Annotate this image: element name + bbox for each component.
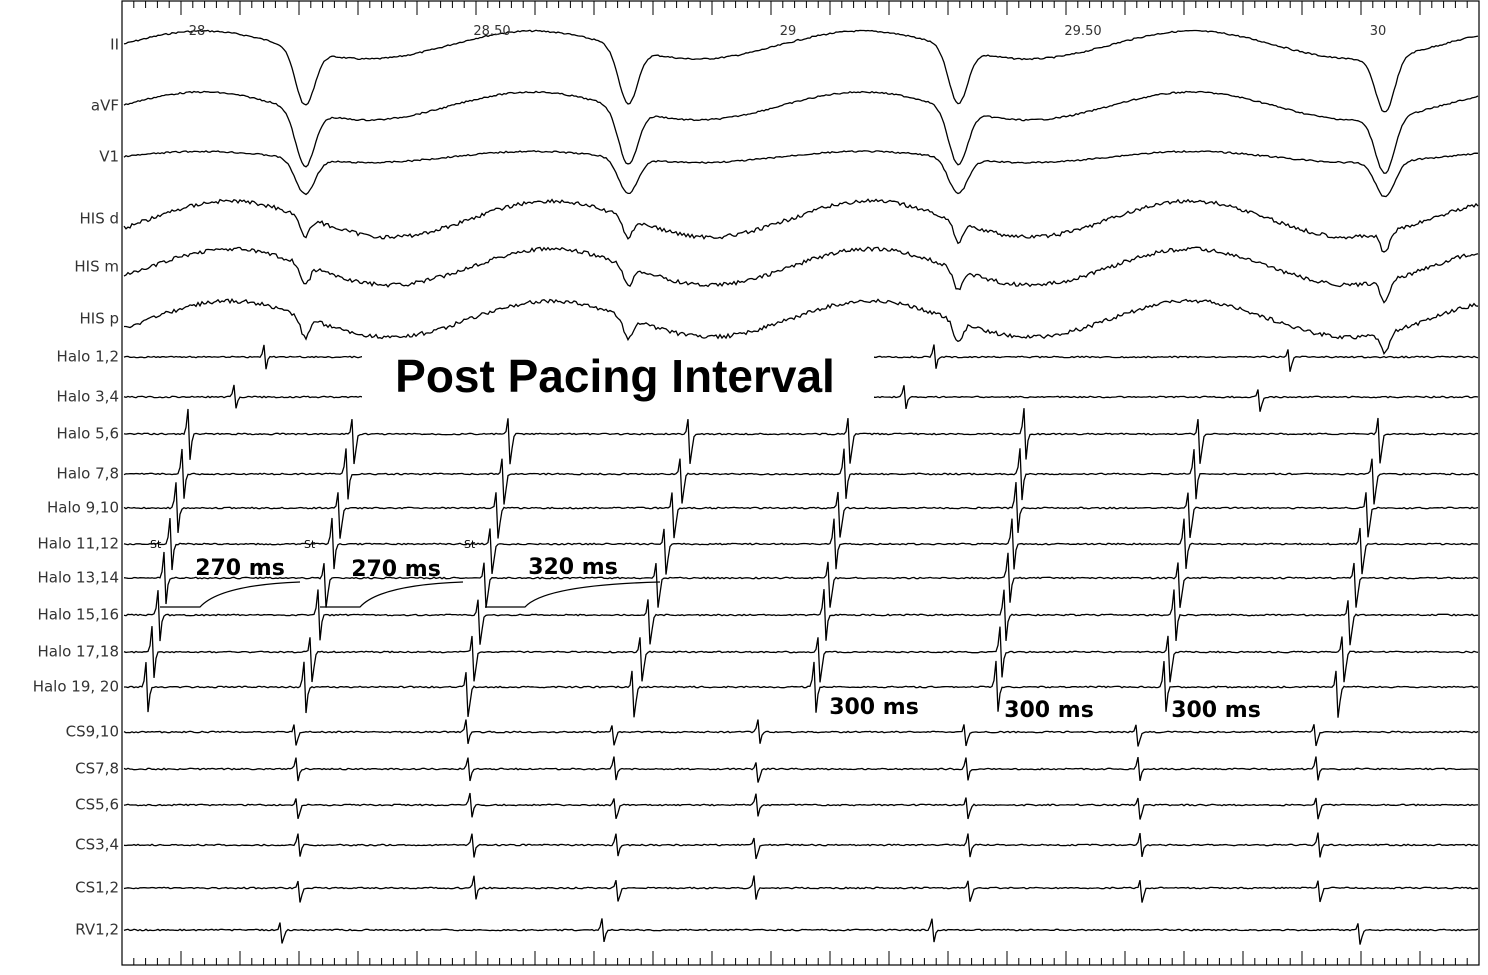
interval-curve [160, 581, 301, 608]
stim-marker: St [304, 538, 316, 551]
interval-label: 320 ms [528, 555, 618, 580]
channel-label: Halo 7,8 [57, 465, 119, 483]
interval-curve [320, 581, 464, 608]
channel-label: Halo 13,14 [37, 569, 119, 587]
channel-label: CS5,6 [75, 796, 119, 814]
title: Post Pacing Interval [395, 350, 835, 402]
trace [123, 448, 1478, 505]
channel-label: II [110, 36, 119, 54]
interval-label: 270 ms [351, 557, 441, 582]
interval-curve [485, 581, 661, 608]
trace [123, 29, 1479, 113]
trace [123, 90, 1479, 174]
channel-label: CS9,10 [66, 723, 119, 741]
channel-label: Halo 11,12 [37, 535, 119, 553]
time-label: 29 [780, 24, 797, 39]
trace [123, 589, 1478, 646]
trace [123, 551, 1479, 608]
channel-label: HIS d [79, 210, 119, 228]
channel-label: Halo 17,18 [37, 643, 119, 661]
interval-label: 270 ms [195, 556, 285, 581]
frame [121, 0, 1480, 966]
trace [123, 626, 1479, 683]
channel-label: Halo 15,16 [37, 606, 119, 624]
trace [123, 198, 1479, 253]
time-label: 30 [1370, 24, 1387, 39]
trace [123, 792, 1478, 820]
trace [123, 918, 1479, 945]
trace [123, 756, 1479, 783]
trace [123, 408, 1479, 465]
trace [123, 832, 1479, 860]
interval-label: 300 ms [1004, 698, 1094, 723]
channel-label: Halo 19, 20 [33, 678, 119, 696]
trace [123, 150, 1479, 198]
trace [124, 660, 1479, 718]
stim-marker: St [150, 538, 162, 551]
time-label: 29.50 [1064, 24, 1101, 39]
trace [124, 297, 1479, 355]
trace [123, 246, 1479, 304]
channel-label: CS7,8 [75, 760, 119, 778]
trace [123, 517, 1479, 575]
trace [123, 875, 1479, 903]
time-label: 28 [189, 24, 206, 39]
channel-label: RV1,2 [75, 921, 119, 939]
channel-label: Halo 5,6 [57, 425, 119, 443]
channel-label: CS1,2 [75, 879, 119, 897]
interval-label: 300 ms [1171, 698, 1261, 723]
trace [123, 482, 1479, 539]
stim-marker: St [464, 538, 476, 551]
channel-label: HIS m [74, 258, 119, 276]
channel-label: Halo 1,2 [57, 348, 119, 366]
channel-label: aVF [91, 97, 119, 115]
channel-label: Halo 3,4 [57, 388, 119, 406]
title-backdrop [362, 350, 874, 410]
time-label: 28.50 [473, 24, 510, 39]
channel-label: Halo 9,10 [47, 499, 119, 517]
trace [123, 719, 1479, 747]
channel-label: CS3,4 [75, 836, 119, 854]
channel-label: V1 [99, 148, 119, 166]
interval-label: 300 ms [829, 695, 919, 720]
channel-label: HIS p [79, 310, 119, 328]
